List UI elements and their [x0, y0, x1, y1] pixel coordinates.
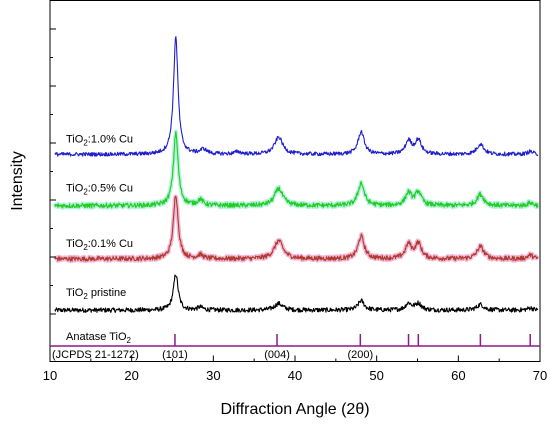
hkl-label: (200) — [347, 349, 373, 361]
x-tick-label: 60 — [451, 368, 465, 383]
series-line — [54, 131, 539, 209]
reference-card: (JCPDS 21-1272) — [52, 349, 139, 361]
series-label: TiO2:0.1% Cu — [66, 238, 133, 252]
reference-title: Anatase TiO2 — [66, 331, 132, 345]
hkl-label: (101) — [162, 349, 188, 361]
axis-layer: 10 20 30 40 50 60 70 — [43, 28, 547, 383]
x-tick-label: 50 — [369, 368, 383, 383]
reference-layer: Anatase TiO2 (JCPDS 21-1272) (101) (004) (20… — [50, 331, 540, 361]
x-tick-label: 70 — [533, 368, 547, 383]
series-line — [54, 274, 539, 313]
x-tick-label: 40 — [288, 368, 302, 383]
x-tick-label: 20 — [124, 368, 138, 383]
series-label: TiO2 pristine — [66, 287, 126, 301]
y-axis-title: Intensity — [9, 151, 26, 211]
x-tick-label: 10 — [43, 368, 57, 383]
x-axis-title: Diffraction Angle (2θ) — [220, 401, 369, 418]
hkl-label: (004) — [264, 349, 290, 361]
x-tick-label: 30 — [206, 368, 220, 383]
series-label: TiO2:0.5% Cu — [66, 183, 133, 197]
series-line — [54, 36, 539, 157]
series-layer: TiO2 pristine TiO2:0.1% Cu TiO2:0.5% Cu TiO… — [52, 36, 540, 313]
series-line — [54, 195, 539, 262]
series-label: TiO2:1.0% Cu — [66, 133, 133, 147]
